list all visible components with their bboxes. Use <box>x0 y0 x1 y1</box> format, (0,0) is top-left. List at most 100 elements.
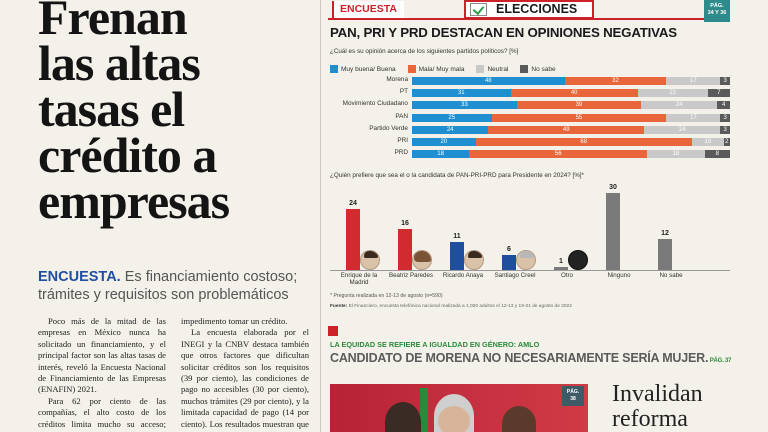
candidate-photo-icon <box>412 250 432 270</box>
article-kicker: ENCUESTA. Es financiamiento costoso; trá… <box>38 268 318 304</box>
related-page: PÁG. 37 <box>708 358 732 364</box>
bar-segment: 32 <box>564 77 667 85</box>
bar-segment: 18 <box>647 150 705 159</box>
source-text: El Financiero, encuesta telefónica nacio… <box>347 304 572 309</box>
candidate-bar <box>398 229 412 270</box>
elecciones-banner: ELECCIONES <box>464 0 594 19</box>
source-label: Fuente: <box>330 304 348 309</box>
party-label: PAN <box>395 112 408 120</box>
bar-segment: 68 <box>475 138 692 146</box>
legend-label: No sabe <box>531 65 556 73</box>
bar-segment: 48 <box>412 77 565 85</box>
candidate-value: 16 <box>401 220 409 227</box>
bar-segment: 7 <box>707 89 730 98</box>
body-paragraph: Poco más de la mitad de las empresas en … <box>38 316 166 395</box>
bar-segment: 18 <box>412 150 470 159</box>
survey-column: ENCUESTA ELECCIONES PÁG. 34 Y 36 PAN, PR… <box>324 0 768 432</box>
legend-item: Mala/ Muy mala <box>407 65 465 73</box>
bar-segment: 24 <box>644 125 721 134</box>
party-label: Partido Verde <box>369 124 408 132</box>
side-headline-line: Invalidan <box>612 381 703 407</box>
legend-swatch <box>520 65 529 73</box>
candidate-label: Enrique de la Madrid <box>340 272 378 286</box>
legend-item: Neutral <box>476 65 508 73</box>
side-headline-line: reforma <box>612 406 688 432</box>
party-row: PRD 18 56 18 8 <box>330 149 730 159</box>
legend-label: Neutral <box>487 65 509 73</box>
headline-line: Frenan <box>38 0 188 45</box>
legend-item: Muy buena/ Buena <box>330 65 396 73</box>
elecciones-label: ELECCIONES <box>496 2 578 16</box>
candidate-label: Santiago Creel <box>494 272 536 279</box>
bar-segment: 4 <box>717 101 730 110</box>
candidate-value: 12 <box>661 230 669 238</box>
party-row: PRI 20 68 10 2 <box>330 137 730 146</box>
page-badge-label: PÁG. <box>710 3 724 9</box>
party-label: PT <box>399 88 408 96</box>
article-headline: Frenan las altas tasas el crédito a empr… <box>38 0 316 226</box>
bar-segment: 55 <box>491 113 667 122</box>
party-label: Morena <box>386 76 408 83</box>
bar-segment: 49 <box>488 125 645 134</box>
candidate-question: ¿Quién prefiere que sea el o la candidat… <box>330 172 585 179</box>
bar-segment: 3 <box>720 113 730 122</box>
party-bar: 33 39 24 4 <box>412 101 730 110</box>
person-shape <box>502 406 536 432</box>
legend-swatch <box>330 65 338 73</box>
candidate-label: Ricardo Anaya <box>442 272 484 279</box>
flag-shape <box>420 388 428 432</box>
candidate-bar <box>346 208 360 270</box>
candidate-label: Ninguno <box>607 272 631 279</box>
related-kicker: LA EQUIDAD SE REFIERE A IGUALDAD EN GÉNE… <box>330 340 540 349</box>
survey-question: ¿Cuál es su opinión acerca de los siguie… <box>330 48 519 55</box>
legend-item: No sabe <box>520 65 556 73</box>
ballot-check-icon <box>470 3 487 16</box>
bar-segment: 40 <box>510 89 638 98</box>
page-badge-number: 34 Y 36 <box>707 10 727 16</box>
party-bar: 24 49 24 3 <box>412 125 730 134</box>
party-bar: 25 55 17 3 <box>412 113 730 122</box>
bar-segment: 24 <box>640 101 718 110</box>
article-column: Frenan las altas tasas el crédito a empr… <box>0 0 318 432</box>
chart-baseline <box>330 270 730 271</box>
candidate-photo-icon <box>568 250 588 270</box>
party-label: PRI <box>397 137 408 144</box>
headline-line: tasas el <box>38 81 185 137</box>
chart-legend: Muy buena/ Buena Mala/ Muy mala Neutral No … <box>330 65 568 73</box>
bar-segment: 56 <box>469 150 648 159</box>
body-paragraph: impedimento tomar un crédito. <box>181 316 288 326</box>
related-headline: CANDIDATO DE MORENA NO NECESARIAMENTE SE… <box>330 351 732 365</box>
candidate-label: No sabe <box>659 272 683 279</box>
candidate-value: 24 <box>349 199 357 207</box>
photo-page-badge: PÁG. 38 <box>562 386 584 406</box>
bar-segment: 20 <box>412 138 476 146</box>
photo-badge-label: PÁG. <box>566 389 580 395</box>
survey-title: PAN, PRI Y PRD DESTACAN EN OPINIONES NEG… <box>330 25 677 40</box>
bar-segment: 33 <box>412 101 517 110</box>
headline-line: crédito a <box>38 127 217 183</box>
candidate-bar <box>450 241 464 270</box>
party-bar: 20 68 10 2 <box>412 138 730 146</box>
legend-label: Muy buena/ Buena <box>341 65 396 73</box>
party-row: PT 31 40 22 7 <box>330 88 730 98</box>
legend-label: Mala/ Muy mala <box>418 65 465 73</box>
page-badge: PÁG. 34 Y 36 <box>704 0 730 22</box>
body-paragraph: La encuesta elaborada por el INEGI y la … <box>181 327 309 432</box>
body-column-2: impedimento tomar un crédito. La encuest… <box>181 316 309 432</box>
kicker-text: Es financiamiento costoso; trámites y re… <box>38 269 298 303</box>
legend-swatch <box>407 65 416 73</box>
bar-segment: 10 <box>691 138 724 146</box>
person-face-shape <box>438 406 470 432</box>
candidate-bar <box>658 239 672 270</box>
candidate-value: 30 <box>609 184 617 192</box>
bar-segment: 17 <box>666 77 721 85</box>
candidate-photo-icon <box>360 250 380 270</box>
section-marker <box>328 326 338 336</box>
bar-segment: 25 <box>412 113 492 122</box>
candidate-label: Otro <box>560 272 574 279</box>
kicker-tag: ENCUESTA. <box>38 269 121 285</box>
party-opinion-chart: Morena 48 32 17 3 PT 31 40 22 7 Movimiento Ciudada… <box>330 76 730 165</box>
legend-swatch <box>476 65 485 73</box>
body-paragraph: Para 62 por ciento de las compañías, el … <box>38 395 166 432</box>
bar-segment: 22 <box>637 89 708 98</box>
